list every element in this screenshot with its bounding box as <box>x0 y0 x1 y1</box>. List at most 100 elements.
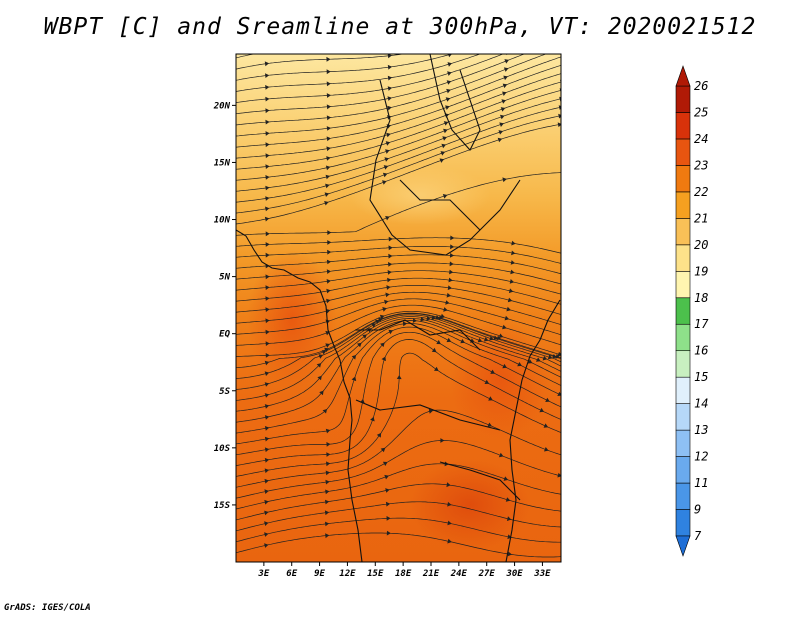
streamline-arrow <box>508 288 514 294</box>
colorbar-swatch <box>675 323 691 352</box>
streamline <box>236 54 453 81</box>
streamline-arrow <box>386 530 391 536</box>
streamline-arrow <box>489 336 494 341</box>
streamline-arrow <box>387 86 393 91</box>
streamline-arrow <box>447 520 452 526</box>
y-axis: 20N 15N 10N 5N EQ 5S 10S 15S <box>213 101 236 511</box>
streamline-arrow <box>483 337 489 342</box>
streamline-arrow <box>502 177 507 183</box>
streamline-arrow <box>265 341 270 346</box>
streamline-arrow <box>326 44 330 49</box>
streamline-arrow <box>383 165 389 170</box>
streamline-arrow <box>265 108 270 114</box>
streamline <box>236 352 561 477</box>
wbpt-cool-patch-north <box>350 165 490 225</box>
streamline-arrow <box>543 423 549 428</box>
streamline <box>236 326 561 445</box>
colorbar-label: 12 <box>694 450 708 464</box>
streamline-arrow <box>490 369 495 374</box>
streamline-arrow <box>501 99 506 104</box>
streamline-arrow <box>449 269 454 275</box>
wbpt-warm-core-south <box>410 460 530 550</box>
streamline-arrow <box>504 59 509 64</box>
chart-title: WBPT [C] and Sreamline at 300hPa, VT: 20… <box>43 14 757 40</box>
streamline-arrow <box>264 532 269 537</box>
streamline-arrow <box>434 366 439 371</box>
streamline-arrow <box>503 476 509 481</box>
streamline-arrow <box>326 81 331 87</box>
streamline-arrow <box>436 339 441 345</box>
y-tick-label: 5N <box>219 273 230 283</box>
streamline-arrow <box>557 122 561 128</box>
streamline-arrow <box>325 343 330 348</box>
streamline-arrow <box>385 141 391 146</box>
colorbar-label: 17 <box>694 317 709 331</box>
streamline-arrow <box>265 252 270 258</box>
streamline-arrow <box>435 315 440 320</box>
streamline-arrow <box>325 183 330 189</box>
streamline-arrow <box>325 165 331 171</box>
colorbar: 7 9 11 12 13 14 15 16 17 18 19 20 21 22 23 24 25 26 <box>675 65 709 557</box>
streamline-arrow <box>502 363 507 369</box>
streamline-arrow <box>562 46 567 51</box>
streamline-arrow <box>265 96 270 102</box>
colorbar-swatch <box>675 191 691 219</box>
streamline-arrow <box>388 329 393 335</box>
streamline-arrow <box>264 404 270 409</box>
colorbar-label: 14 <box>694 397 708 411</box>
streamline-arrow <box>375 319 380 325</box>
streamline-arrow <box>412 318 417 323</box>
streamline-arrow <box>440 151 446 156</box>
streamline-arrow <box>386 132 391 138</box>
streamline-arrow <box>326 136 331 142</box>
streamline-arrow <box>385 292 390 298</box>
colorbar-label: 16 <box>694 344 708 358</box>
streamline-arrow <box>450 235 455 241</box>
streamline-arrow <box>535 357 541 362</box>
colorbar-label: 22 <box>694 185 708 199</box>
streamline-arrow <box>567 509 571 514</box>
streamline-arrow <box>265 119 270 125</box>
streamline-arrow <box>564 334 569 339</box>
streamline-arrow <box>498 333 504 338</box>
streamline-arrow <box>265 353 270 358</box>
streamline-arrow <box>505 497 511 502</box>
streamline-arrow <box>447 62 452 67</box>
streamline-arrow <box>380 447 386 453</box>
streamline-arrow <box>507 297 513 303</box>
streamline-arrow <box>325 428 331 434</box>
streamline-arrow <box>447 538 452 544</box>
streamline-arrow <box>510 260 516 265</box>
streamline-arrow <box>265 231 270 237</box>
streamline-arrow <box>357 342 362 348</box>
streamline-arrow <box>446 482 451 488</box>
streamline <box>236 64 561 148</box>
streamline-arrow <box>440 438 445 443</box>
streamline-arrow <box>477 337 483 343</box>
streamline-arrow <box>265 242 270 247</box>
streamline-arrow <box>362 334 367 339</box>
colorbar-swatch <box>675 85 691 113</box>
streamline-arrow <box>264 216 270 222</box>
colorbar-swatch <box>675 218 691 246</box>
streamline-arrow <box>442 194 448 199</box>
colorbar-label: 9 <box>694 503 701 517</box>
streamline-arrow <box>502 83 508 89</box>
streamline-arrow <box>384 474 389 480</box>
streamline-arrow <box>396 375 402 380</box>
streamline-arrow <box>264 457 270 463</box>
streamline-arrow <box>265 131 270 136</box>
streamline-arrow <box>265 206 270 212</box>
streamline <box>236 277 561 305</box>
streamline-arrow <box>316 363 322 368</box>
streamline-arrow <box>264 468 269 474</box>
streamline-arrow <box>325 174 330 180</box>
streamline-arrow <box>264 371 270 376</box>
streamline-arrow <box>446 337 452 343</box>
streamline-arrow <box>445 105 450 110</box>
x-tick-label: 9E <box>314 569 325 579</box>
streamline-arrow <box>507 534 512 540</box>
streamline-arrow <box>506 516 512 521</box>
x-tick-label: 33E <box>533 569 551 579</box>
streamline <box>236 316 561 401</box>
